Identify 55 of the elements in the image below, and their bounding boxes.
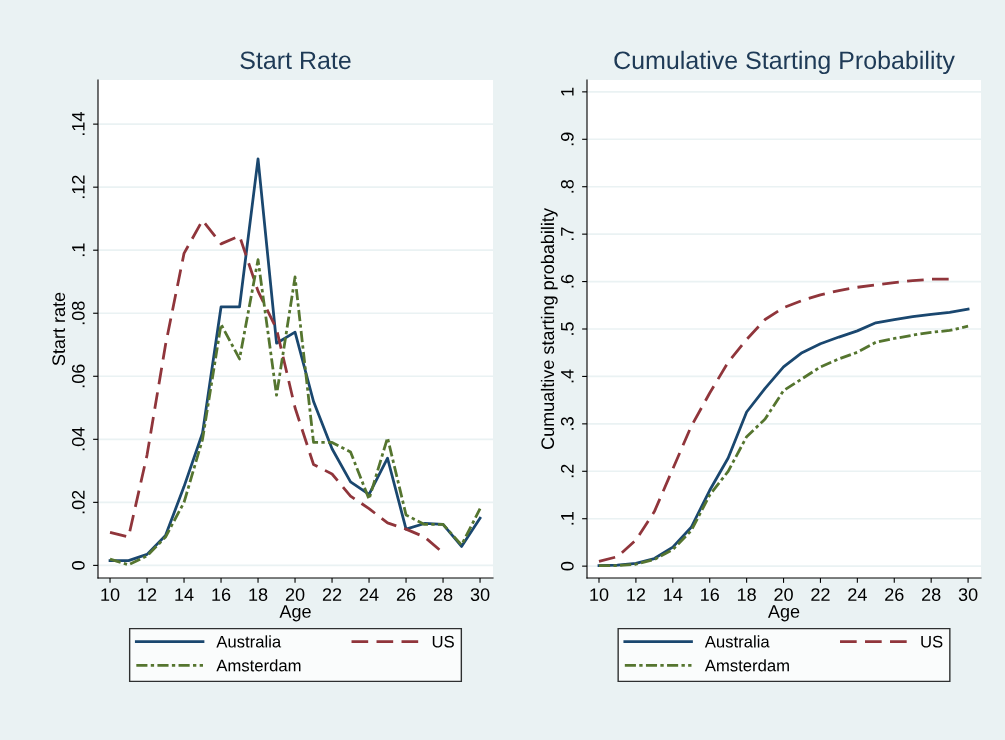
x-tick-label: 18 (737, 588, 756, 601)
x-axis-title: Age (767, 605, 800, 622)
legend-label: Amsterdam (216, 659, 301, 672)
y-tick-label: .08 (71, 301, 85, 325)
y-tick-label: .5 (561, 322, 574, 335)
y-tick-label: .7 (561, 227, 574, 241)
x-tick-label: 22 (811, 588, 830, 601)
y-tick-label: .12 (71, 175, 85, 199)
x-tick-label: 28 (433, 588, 453, 601)
x-tick-label: 10 (590, 588, 609, 601)
y-tick-label: .6 (560, 274, 574, 288)
x-tick-label: 22 (322, 588, 342, 601)
y-tick-label: .02 (71, 490, 85, 514)
x-tick-label: 10 (101, 588, 120, 601)
x-tick-label: 14 (664, 588, 683, 601)
line-series (108, 258, 482, 567)
y-tick-label: 1 (561, 87, 574, 96)
x-tick-label: 28 (922, 588, 941, 601)
line-series (597, 277, 952, 563)
legend-label: US (921, 635, 943, 648)
y-tick-label: .4 (561, 369, 574, 383)
y-axis-title: Start rate (52, 292, 66, 366)
x-tick-label: 20 (285, 588, 305, 601)
y-tick-label: .9 (560, 132, 574, 146)
x-tick-label: 26 (885, 588, 904, 601)
y-tick-label: .04 (71, 427, 85, 451)
legend-label: Australia (704, 635, 770, 648)
x-tick-label: 24 (359, 588, 379, 601)
x-tick-label: 30 (470, 588, 490, 601)
x-axis-title: Age (279, 605, 311, 622)
y-tick-label: 0 (71, 561, 85, 570)
y-tick-label: .14 (72, 112, 85, 136)
x-tick-label: 14 (175, 588, 194, 601)
y-tick-label: 0 (560, 561, 574, 571)
x-tick-label: 30 (958, 588, 978, 601)
y-tick-label: .06 (71, 364, 85, 388)
chart-title: Start Rate (240, 51, 351, 70)
legend-label: Amsterdam (704, 659, 789, 672)
chart-title: Cumulative Starting Probability (614, 50, 955, 75)
x-tick-label: 24 (848, 588, 867, 601)
y-axis-title: Cumualtive starting probability (540, 208, 558, 449)
x-tick-label: 12 (138, 588, 157, 601)
y-tick-label: .8 (560, 179, 574, 193)
legend-label: US (432, 635, 454, 648)
x-tick-label: 20 (774, 588, 793, 601)
x-tick-label: 16 (701, 588, 719, 601)
x-tick-label: 16 (212, 588, 231, 601)
x-tick-label: 12 (627, 588, 646, 601)
x-tick-label: 18 (249, 588, 268, 601)
y-tick-label: .3 (560, 417, 574, 430)
y-tick-label: .1 (72, 243, 85, 257)
y-tick-label: .2 (560, 464, 574, 478)
legend-label: Australia (216, 635, 282, 648)
x-tick-label: 26 (396, 588, 416, 601)
y-tick-label: .1 (561, 512, 574, 525)
